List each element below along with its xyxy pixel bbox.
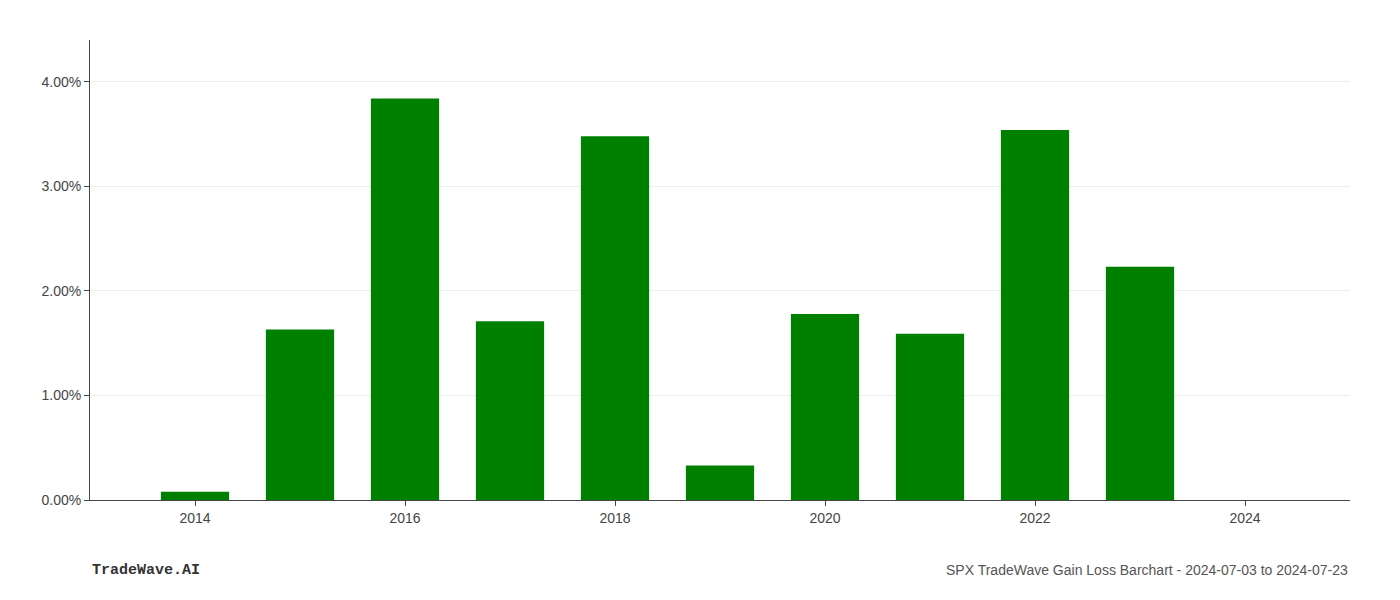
- svg-text:1.00%: 1.00%: [41, 387, 81, 403]
- svg-text:4.00%: 4.00%: [41, 74, 81, 90]
- svg-text:0.00%: 0.00%: [41, 492, 81, 508]
- svg-text:SPX TradeWave Gain Loss Barcha: SPX TradeWave Gain Loss Barchart - 2024-…: [946, 562, 1348, 578]
- svg-text:2014: 2014: [179, 510, 210, 526]
- svg-text:2022: 2022: [1019, 510, 1050, 526]
- svg-text:3.00%: 3.00%: [41, 178, 81, 194]
- svg-text:2020: 2020: [809, 510, 840, 526]
- svg-text:TradeWave.AI: TradeWave.AI: [92, 562, 200, 579]
- svg-text:2.00%: 2.00%: [41, 283, 81, 299]
- svg-text:2018: 2018: [599, 510, 630, 526]
- svg-text:2024: 2024: [1229, 510, 1260, 526]
- svg-text:2016: 2016: [389, 510, 420, 526]
